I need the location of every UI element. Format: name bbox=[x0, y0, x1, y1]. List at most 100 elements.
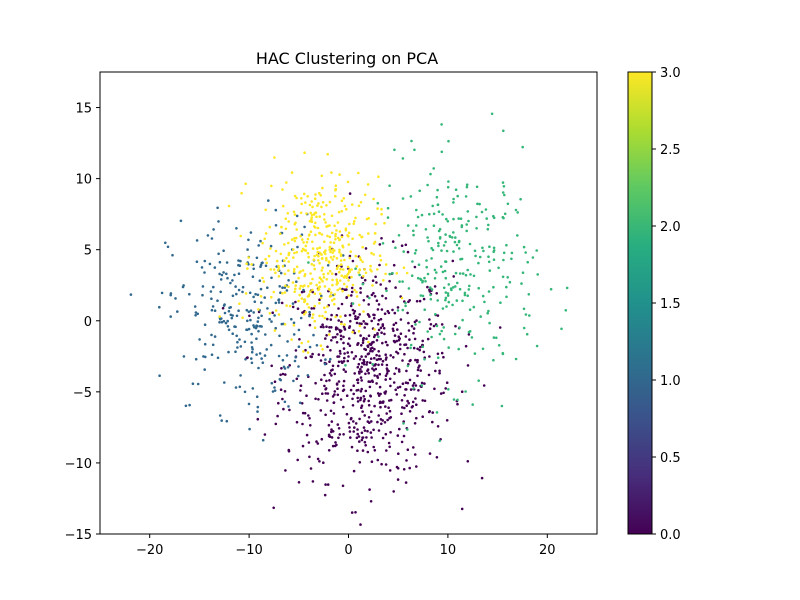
scatter-point-cluster-0 bbox=[377, 328, 381, 332]
scatter-point-cluster-0 bbox=[381, 436, 385, 440]
scatter-point-cluster-2 bbox=[351, 302, 355, 305]
scatter-point-cluster-0 bbox=[370, 436, 373, 439]
scatter-point-cluster-3 bbox=[307, 285, 310, 288]
scatter-point-cluster-0 bbox=[339, 352, 342, 355]
scatter-point-cluster-0 bbox=[381, 324, 385, 328]
scatter-point-cluster-0 bbox=[423, 399, 427, 403]
scatter-point-cluster-0 bbox=[359, 396, 363, 400]
scatter-point-cluster-1 bbox=[237, 259, 240, 262]
scatter-point-cluster-1 bbox=[297, 365, 300, 368]
scatter-point-cluster-0 bbox=[318, 460, 321, 463]
scatter-point-cluster-0 bbox=[309, 467, 313, 470]
scatter-point-cluster-0 bbox=[332, 401, 336, 404]
scatter-point-cluster-2 bbox=[430, 288, 434, 291]
scatter-point-cluster-1 bbox=[258, 352, 262, 355]
scatter-point-cluster-0 bbox=[405, 369, 408, 373]
scatter-point-cluster-3 bbox=[341, 245, 345, 249]
scatter-point-cluster-0 bbox=[426, 285, 429, 289]
scatter-point-cluster-0 bbox=[392, 381, 396, 384]
scatter-point-cluster-2 bbox=[488, 321, 491, 325]
scatter-point-cluster-3 bbox=[288, 304, 292, 308]
y-tick-label: −15 bbox=[65, 528, 92, 543]
scatter-point-cluster-2 bbox=[430, 246, 433, 250]
scatter-point-cluster-2 bbox=[409, 195, 413, 198]
scatter-point-cluster-3 bbox=[333, 293, 337, 296]
scatter-point-cluster-0 bbox=[346, 342, 350, 346]
scatter-point-cluster-0 bbox=[355, 378, 359, 382]
scatter-point-cluster-1 bbox=[255, 337, 258, 341]
scatter-point-cluster-0 bbox=[280, 367, 283, 370]
scatter-points bbox=[129, 112, 569, 526]
scatter-point-cluster-0 bbox=[356, 428, 359, 431]
scatter-point-cluster-0 bbox=[411, 405, 415, 408]
scatter-point-cluster-2 bbox=[457, 347, 461, 351]
scatter-point-cluster-3 bbox=[329, 255, 333, 259]
scatter-point-cluster-0 bbox=[345, 296, 348, 300]
scatter-point-cluster-1 bbox=[302, 288, 305, 292]
y-axis: −15 −10 −5 0 5 10 15 bbox=[65, 102, 100, 543]
scatter-point-cluster-2 bbox=[406, 364, 410, 368]
scatter-point-cluster-1 bbox=[273, 386, 276, 389]
scatter-point-cluster-2 bbox=[457, 247, 461, 250]
scatter-point-cluster-2 bbox=[446, 185, 450, 189]
scatter-point-cluster-2 bbox=[501, 191, 505, 194]
scatter-point-cluster-0 bbox=[385, 372, 389, 375]
scatter-point-cluster-1 bbox=[315, 344, 319, 347]
scatter-point-cluster-3 bbox=[326, 272, 330, 275]
scatter-point-cluster-2 bbox=[474, 254, 477, 258]
scatter-point-cluster-0 bbox=[466, 364, 470, 367]
scatter-point-cluster-0 bbox=[401, 406, 404, 409]
scatter-point-cluster-0 bbox=[393, 334, 397, 337]
scatter-point-cluster-2 bbox=[455, 243, 459, 247]
scatter-point-cluster-3 bbox=[293, 267, 296, 271]
scatter-point-cluster-3 bbox=[312, 258, 316, 262]
scatter-point-cluster-0 bbox=[327, 449, 331, 452]
scatter-point-cluster-3 bbox=[314, 193, 317, 196]
scatter-point-cluster-2 bbox=[447, 300, 451, 304]
scatter-point-cluster-1 bbox=[224, 321, 228, 325]
scatter-point-cluster-0 bbox=[435, 292, 439, 295]
scatter-point-cluster-0 bbox=[373, 295, 377, 298]
scatter-point-cluster-1 bbox=[169, 315, 172, 318]
scatter-point-cluster-0 bbox=[394, 286, 397, 289]
scatter-point-cluster-0 bbox=[379, 392, 382, 396]
scatter-point-cluster-0 bbox=[366, 313, 370, 316]
scatter-point-cluster-3 bbox=[357, 330, 361, 333]
scatter-point-cluster-1 bbox=[203, 323, 207, 327]
scatter-point-cluster-3 bbox=[350, 275, 353, 279]
scatter-point-cluster-0 bbox=[310, 355, 314, 359]
scatter-point-cluster-3 bbox=[306, 195, 310, 198]
scatter-point-cluster-2 bbox=[560, 327, 563, 331]
scatter-point-cluster-2 bbox=[488, 245, 491, 248]
scatter-point-cluster-3 bbox=[306, 351, 310, 354]
scatter-point-cluster-2 bbox=[442, 244, 446, 247]
scatter-point-cluster-0 bbox=[356, 365, 360, 369]
scatter-point-cluster-0 bbox=[416, 347, 419, 351]
scatter-point-cluster-0 bbox=[369, 349, 372, 353]
scatter-point-cluster-2 bbox=[565, 286, 569, 290]
scatter-point-cluster-2 bbox=[397, 234, 401, 237]
scatter-point-cluster-1 bbox=[244, 358, 247, 361]
scatter-point-cluster-2 bbox=[463, 293, 467, 297]
scatter-point-cluster-2 bbox=[361, 282, 365, 286]
scatter-point-cluster-0 bbox=[350, 351, 354, 354]
scatter-point-cluster-1 bbox=[198, 338, 201, 341]
scatter-point-cluster-3 bbox=[309, 230, 313, 233]
scatter-point-cluster-2 bbox=[492, 216, 496, 220]
scatter-point-cluster-1 bbox=[217, 220, 220, 223]
scatter-point-cluster-2 bbox=[404, 304, 407, 308]
scatter-point-cluster-2 bbox=[426, 330, 430, 333]
scatter-point-cluster-0 bbox=[348, 192, 352, 195]
scatter-point-cluster-3 bbox=[318, 246, 322, 249]
scatter-point-cluster-2 bbox=[368, 296, 371, 300]
scatter-point-cluster-0 bbox=[362, 426, 366, 429]
scatter-point-cluster-3 bbox=[321, 348, 324, 351]
scatter-point-cluster-3 bbox=[334, 194, 337, 198]
scatter-point-cluster-1 bbox=[246, 319, 249, 323]
scatter-point-cluster-3 bbox=[267, 254, 271, 258]
scatter-point-cluster-3 bbox=[292, 270, 296, 273]
scatter-point-cluster-3 bbox=[359, 258, 363, 262]
scatter-point-cluster-0 bbox=[396, 328, 399, 331]
scatter-point-cluster-3 bbox=[331, 248, 335, 251]
